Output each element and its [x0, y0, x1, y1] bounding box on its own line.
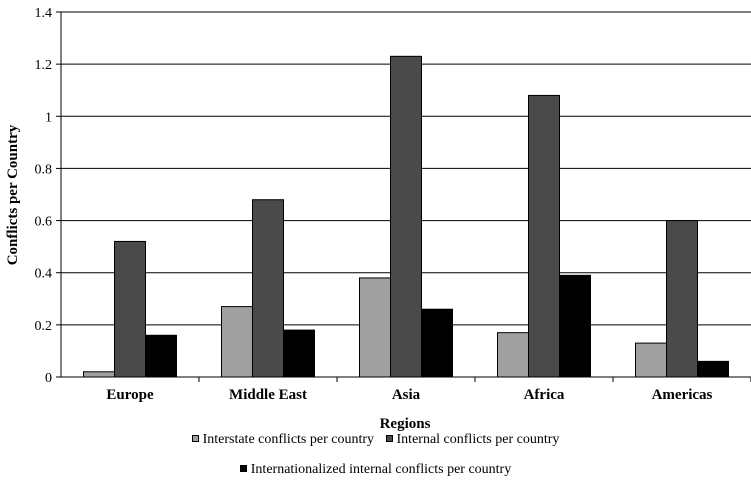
legend-item-interstate: Interstate conflicts per country — [191, 432, 375, 448]
legend-label-internal: Internal conflicts per country — [396, 432, 560, 447]
legend-swatch-internal — [385, 435, 393, 443]
x-tick-labels: Europe Middle East Asia Africa Americas — [106, 387, 712, 403]
bar — [221, 306, 253, 378]
bar — [697, 360, 729, 378]
y-axis-title: Conflicts per Country — [5, 124, 21, 265]
x-axis-title: Regions — [380, 416, 431, 432]
bar — [497, 332, 529, 378]
x-tick-label: Americas — [652, 387, 713, 403]
legend-item-internationalized: Internationalized internal conflicts per… — [239, 462, 512, 478]
bar — [359, 277, 391, 378]
y-tick-label: 1.2 — [35, 58, 53, 73]
legend-label-internationalized: Internationalized internal conflicts per… — [250, 462, 512, 477]
x-tick-label: Asia — [392, 387, 421, 403]
bar — [283, 329, 315, 378]
bar — [114, 240, 146, 378]
bar — [635, 342, 667, 378]
x-tick-label: Europe — [106, 387, 154, 403]
bar — [252, 199, 284, 378]
y-tick-label: 1.4 — [35, 6, 53, 21]
y-tick-labels: 0 0.2 0.4 0.6 0.8 1 1.2 1.4 — [35, 6, 53, 386]
y-tick-label: 0.8 — [35, 162, 53, 177]
legend-swatch-interstate — [191, 435, 199, 443]
bar — [145, 334, 177, 378]
legend-row-2: Internationalized internal conflicts per… — [0, 462, 751, 478]
legend-item-internal: Internal conflicts per country — [385, 432, 560, 448]
bar — [666, 220, 698, 378]
y-tick-label: 1 — [45, 110, 52, 125]
bar — [421, 308, 453, 378]
bars — [83, 55, 729, 378]
y-tick-label: 0 — [45, 371, 52, 386]
x-tick-label: Africa — [524, 387, 565, 403]
legend-row-1: Interstate conflicts per country Interna… — [0, 432, 751, 448]
y-tick-label: 0.4 — [35, 267, 53, 282]
legend-label-interstate: Interstate conflicts per country — [202, 432, 375, 447]
y-tick-label: 0.6 — [35, 215, 53, 230]
bar — [528, 94, 560, 378]
axes — [56, 11, 751, 382]
y-tick-label: 0.2 — [35, 319, 53, 334]
legend-swatch-internationalized — [239, 465, 247, 473]
bar — [83, 371, 115, 378]
bar — [559, 274, 591, 378]
x-tick-label: Middle East — [229, 387, 307, 403]
bar — [390, 55, 422, 378]
